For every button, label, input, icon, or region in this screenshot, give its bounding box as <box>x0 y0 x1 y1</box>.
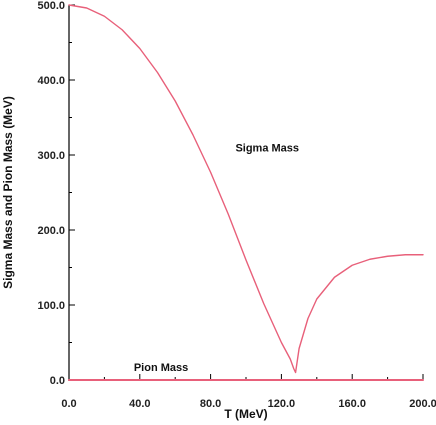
y-tick-label: 500.0 <box>37 0 65 12</box>
x-axis-title: T (MeV) <box>224 407 267 421</box>
pion-mass-annotation: Pion Mass <box>134 362 188 374</box>
x-tick-label: 200.0 <box>409 398 436 410</box>
sigma-mass-annotation: Sigma Mass <box>235 142 299 154</box>
sigma-mass-line <box>68 4 424 374</box>
annotation-layer: Sigma Mass Pion Mass <box>134 142 299 374</box>
x-tick-label: 160.0 <box>338 398 366 410</box>
series-layer <box>68 4 424 381</box>
x-tick-label: 0.0 <box>61 398 76 410</box>
y-axis-title: Sigma Mass and Pion Mass (MeV) <box>1 96 15 289</box>
x-tick-label: 80.0 <box>200 398 221 410</box>
y-tick-label: 100.0 <box>37 300 65 312</box>
y-tick-label: 200.0 <box>37 225 65 237</box>
y-tick-label: 300.0 <box>37 150 65 162</box>
y-tick-label: 400.0 <box>37 75 65 87</box>
x-tick-label: 40.0 <box>129 398 150 410</box>
x-tick-label: 120.0 <box>268 398 296 410</box>
ticks-layer: 0.0 100.0 200.0 300.0 400.0 500.0 0.0 40.0 80.0 1… <box>37 0 436 410</box>
y-tick-label: 0.0 <box>50 375 65 387</box>
